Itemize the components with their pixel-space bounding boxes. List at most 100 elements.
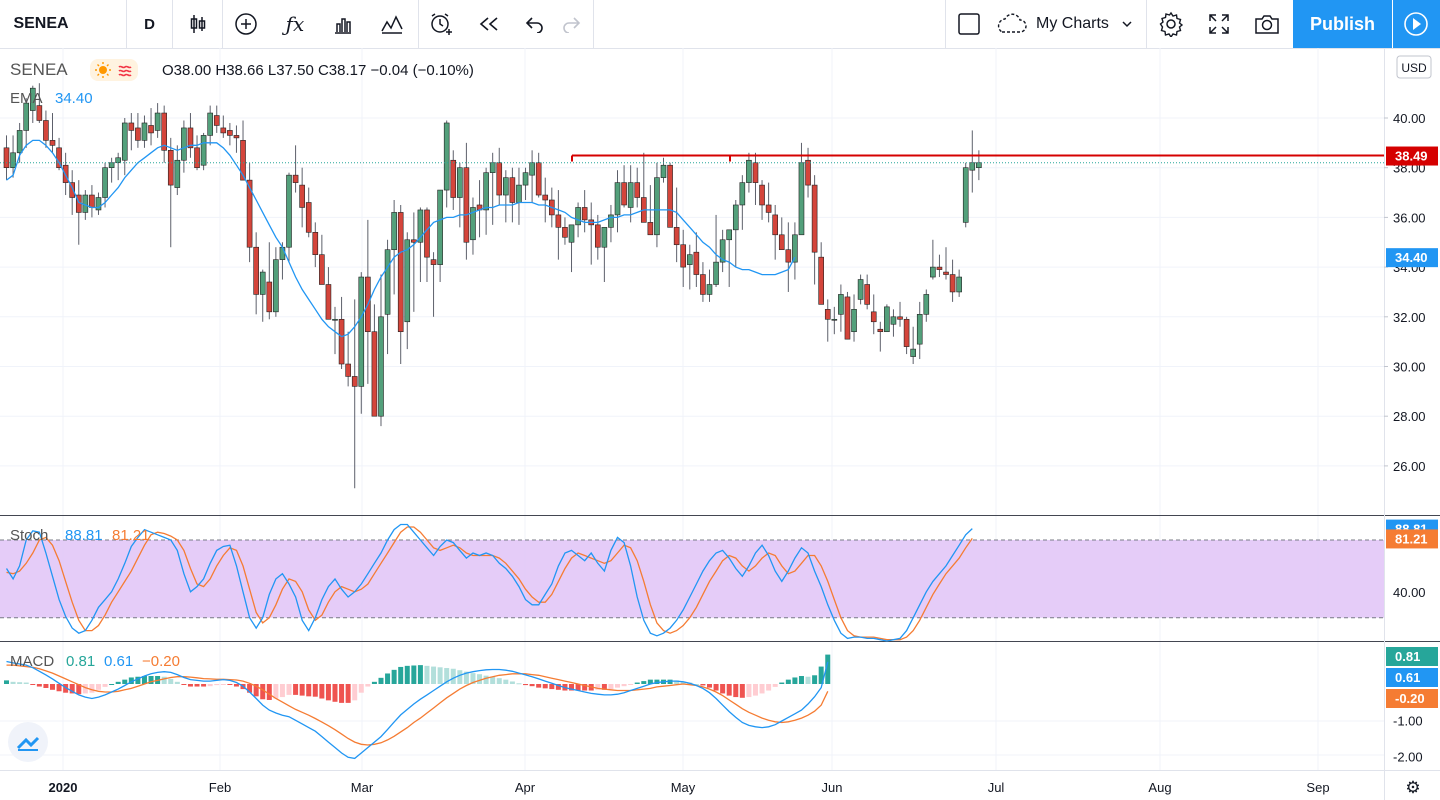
candle-body (903, 318, 910, 347)
candle-body (299, 184, 305, 208)
candle-body (259, 271, 266, 295)
ohlc-values: O38.00 H38.66 L37.50 C38.17 −0.04 (−0.10… (162, 62, 474, 79)
macd-line-badge: 0.61 (1395, 670, 1420, 685)
fx-icon[interactable]: ƒx (285, 12, 305, 36)
tradingview-logo[interactable] (8, 722, 48, 762)
macd-hist-bar (595, 684, 601, 690)
undo-icon[interactable] (514, 0, 556, 48)
price-axis[interactable]: USD40.0038.0036.0034.0032.0030.0028.0026… (1384, 55, 1438, 765)
interval-button[interactable]: D (127, 0, 172, 48)
macd-hist-bar (43, 684, 49, 688)
macd-line-value: 0.61 (104, 653, 134, 670)
macd-hist-bar (36, 684, 42, 687)
candle-body (976, 162, 982, 168)
macd-hist-bar (667, 679, 673, 684)
macd-hist-bar (69, 684, 75, 694)
candle-body (660, 164, 667, 178)
bar-chart-icon[interactable] (320, 0, 366, 48)
macd-hist-badge: 0.81 (1395, 649, 1420, 664)
macd-hist-bar (450, 668, 456, 684)
candle-body (686, 254, 693, 265)
candle-body (266, 281, 273, 313)
macd-hist-bar (726, 684, 732, 696)
last-price-badge: 38.49 (1395, 149, 1428, 164)
macd-hist-bar (431, 666, 437, 684)
indicator-lines (5, 139, 973, 760)
candle-body (305, 202, 312, 233)
fullscreen-icon[interactable] (1196, 0, 1242, 48)
time-label: Aug (1148, 780, 1171, 795)
candle-body (470, 207, 476, 241)
macd-hist-bar (345, 684, 351, 703)
candle-body (818, 256, 824, 305)
macd-hist-bar (247, 684, 253, 693)
candle-body (719, 239, 726, 263)
publish-button[interactable]: Publish (1293, 0, 1392, 48)
macd-hist-bar (109, 684, 115, 685)
macd-hist-bar (621, 684, 627, 687)
candle-body (792, 234, 798, 263)
play-button[interactable] (1393, 0, 1440, 48)
candle-body (95, 197, 102, 211)
candle-body (213, 115, 220, 126)
compare-icon[interactable] (368, 0, 416, 48)
candle-body (43, 120, 49, 141)
time-label: May (671, 780, 696, 795)
macd-hist-bar (555, 684, 561, 690)
add-indicator-icon[interactable] (224, 0, 268, 48)
candle-body (555, 214, 562, 228)
candle-body (805, 159, 811, 186)
macd-hist-bar (194, 684, 200, 687)
macd-hist-bar (628, 684, 634, 685)
candle-body (838, 294, 844, 315)
candle-body (884, 306, 890, 333)
alert-icon[interactable] (420, 0, 464, 48)
price-tick-label: 32.00 (1393, 310, 1426, 325)
candle-body (608, 214, 614, 228)
candle-body (10, 152, 16, 168)
settings-icon[interactable] (1148, 0, 1194, 48)
candle-body (345, 363, 351, 377)
candle-body (923, 294, 930, 315)
macd-hist-bar (76, 684, 82, 695)
candle-body (693, 251, 700, 275)
macd-hist-bar (332, 684, 338, 702)
candle-body (962, 167, 969, 223)
macd-hist-bar (174, 681, 180, 684)
candle-body (36, 105, 43, 121)
candle-body (437, 189, 443, 265)
my-charts-button[interactable]: My Charts (994, 0, 1144, 48)
candle-body (397, 212, 404, 333)
macd-hist-bar (10, 681, 16, 684)
macd-hist-bar (227, 684, 233, 685)
candle-body (161, 112, 167, 151)
macd-hist-bar (477, 674, 483, 684)
candle-body (207, 112, 213, 136)
play-icon (1404, 12, 1428, 36)
candle-body (509, 177, 516, 203)
symbol-search[interactable]: SENEA (0, 0, 82, 48)
candle-body (167, 150, 174, 186)
macd-hist-bar (792, 677, 798, 684)
macd-hist-bar (496, 678, 502, 684)
stoch-band-fill (0, 540, 1384, 618)
redo-icon[interactable] (552, 0, 590, 48)
chart-area[interactable]: USD40.0038.0036.0034.0032.0030.0028.0026… (0, 48, 1440, 800)
macd-hist-bar (437, 667, 443, 684)
macd-signal-value: −0.20 (142, 653, 180, 670)
macd-hist-bar (30, 684, 36, 685)
candle-body (601, 227, 608, 248)
layout-icon[interactable] (946, 0, 992, 48)
candle-body (877, 328, 884, 333)
time-axis[interactable]: 2020 Feb Mar Apr May Jun Jul Aug Sep ⚙ (49, 778, 1421, 797)
ema-price-badge-bg (1386, 248, 1438, 268)
candle-body (811, 184, 818, 253)
replay-icon[interactable] (466, 0, 512, 48)
candle-body (312, 232, 319, 255)
camera-icon[interactable] (1244, 0, 1290, 48)
candle-body (23, 102, 30, 131)
macd-hist-bar (273, 684, 279, 699)
macd-hist-bar (339, 684, 345, 703)
currency-label: USD (1401, 61, 1427, 75)
candles-icon[interactable] (176, 0, 220, 48)
